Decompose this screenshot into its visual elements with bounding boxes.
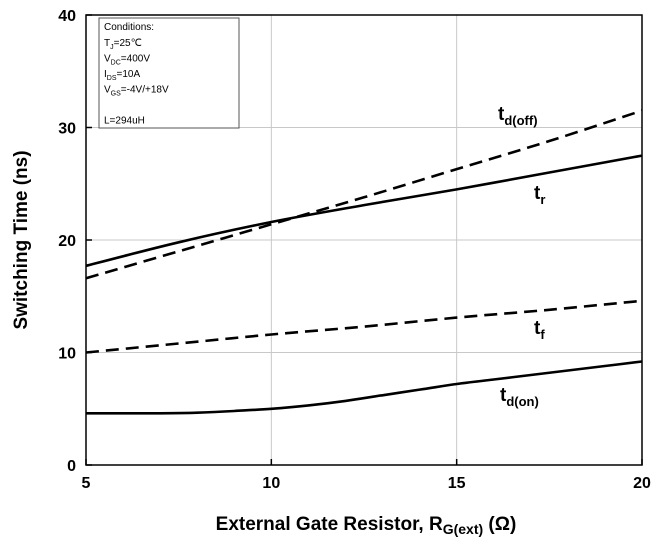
condition-line: VDC=400V xyxy=(104,54,150,67)
series-label-don: td(on) xyxy=(500,385,539,409)
condition-line: TJ=25℃ xyxy=(104,38,142,51)
x-tick-label: 10 xyxy=(262,475,280,492)
condition-line: L=294uH xyxy=(104,116,145,127)
y-tick-label: 30 xyxy=(58,121,76,138)
axis-ticks: 5 10 15 20 0 10 20 30 40 xyxy=(58,8,651,492)
series-label-f: tf xyxy=(534,318,545,342)
series-label-r: tr xyxy=(534,183,545,207)
series-lines xyxy=(85,109,643,415)
y-axis-title: Switching Time (ns) xyxy=(11,150,32,329)
series-line-t-r xyxy=(85,154,643,268)
series-line-t-don xyxy=(86,360,643,415)
series-line-t-f xyxy=(85,299,643,354)
y-tick-label: 20 xyxy=(58,233,76,250)
series-labels: td(off) tr tf td(on) xyxy=(498,104,545,409)
series-line-t-doff xyxy=(85,109,643,280)
series-label-doff: td(off) xyxy=(498,104,538,128)
conditions-box: Conditions: TJ=25℃ VDC=400V IDS=10A VGS=-4V/… xyxy=(98,17,240,129)
conditions-title: Conditions: xyxy=(104,22,154,33)
x-tick-label: 15 xyxy=(448,475,466,492)
y-tick-label: 0 xyxy=(67,458,76,475)
x-tick-label: 20 xyxy=(633,475,651,492)
x-axis-title: External Gate Resistor, RG(ext) (Ω) xyxy=(216,514,517,537)
y-tick-label: 40 xyxy=(58,8,76,25)
condition-line: VGS=-4V/+18V xyxy=(104,85,169,98)
conditions-frame xyxy=(98,17,240,129)
condition-line: IDS=10A xyxy=(104,69,140,82)
y-tick-label: 10 xyxy=(58,346,76,363)
x-tick-label: 5 xyxy=(82,475,91,492)
